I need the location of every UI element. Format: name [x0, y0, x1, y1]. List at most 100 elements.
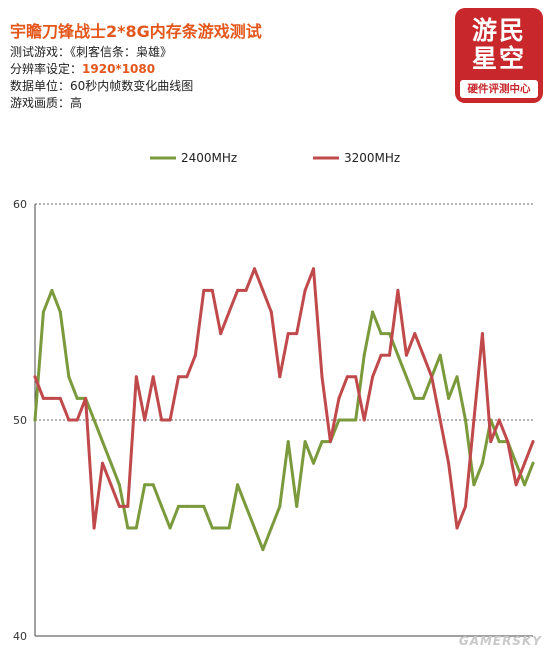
- data-point-2400MHz-45: [404, 375, 408, 379]
- test-info: 测试游戏：《刺客信条：枭雄》 分辨率设定：1920*1080 数据单位：60秒内…: [10, 44, 193, 112]
- data-point-3200MHz-1: [33, 375, 37, 379]
- data-point-2400MHz-41: [371, 310, 375, 314]
- data-point-3200MHz-21: [202, 288, 206, 292]
- series-line-3200MHz: [33, 267, 535, 530]
- data-point-3200MHz-31: [286, 332, 290, 336]
- data-point-3200MHz-43: [388, 353, 391, 357]
- series-line-2400MHz: [33, 288, 535, 552]
- data-point-3200MHz-20: [193, 353, 197, 357]
- data-point-2400MHz-50: [447, 396, 451, 400]
- data-point-2400MHz-11: [117, 483, 121, 487]
- data-point-2400MHz-13: [134, 526, 138, 530]
- y-tick-label-40: 40: [13, 630, 27, 643]
- data-point-2400MHz-15: [151, 483, 155, 487]
- data-point-3200MHz-38: [345, 375, 349, 379]
- data-point-2400MHz-58: [514, 461, 518, 465]
- test-game-row: 测试游戏：《刺客信条：枭雄》: [10, 44, 193, 61]
- data-unit-row: 数据单位：60秒内帧数变化曲线图: [10, 78, 193, 95]
- data-point-3200MHz-39: [354, 375, 358, 379]
- data-point-3200MHz-45: [404, 353, 408, 357]
- data-point-2400MHz-44: [396, 353, 400, 357]
- data-point-2400MHz-18: [177, 504, 180, 508]
- data-point-3200MHz-50: [447, 461, 451, 465]
- data-point-3200MHz-15: [151, 375, 155, 379]
- data-point-2400MHz-2: [41, 310, 45, 314]
- data-point-2400MHz-4: [58, 310, 62, 314]
- data-point-3200MHz-7: [84, 396, 88, 400]
- data-point-2400MHz-27: [253, 526, 256, 530]
- data-point-3200MHz-22: [210, 288, 214, 292]
- data-point-2400MHz-42: [379, 332, 383, 336]
- data-point-3200MHz-44: [396, 288, 400, 292]
- data-point-2400MHz-25: [236, 483, 240, 487]
- data-point-3200MHz-6: [75, 418, 79, 422]
- data-point-2400MHz-60: [531, 461, 535, 465]
- data-point-3200MHz-12: [126, 504, 130, 508]
- data-point-3200MHz-59: [523, 461, 527, 465]
- data-point-2400MHz-34: [312, 461, 315, 465]
- resolution-value: 1920*1080: [82, 62, 156, 76]
- data-point-3200MHz-51: [455, 526, 459, 530]
- quality-label: 游戏画质：: [10, 96, 71, 110]
- data-point-3200MHz-33: [303, 288, 307, 292]
- data-unit-label: 数据单位：: [10, 79, 71, 93]
- data-point-3200MHz-32: [295, 332, 299, 336]
- legend-label-3200MHz: 3200MHz: [344, 151, 400, 165]
- data-point-2400MHz-30: [278, 504, 282, 508]
- data-point-3200MHz-60: [531, 440, 535, 444]
- data-point-2400MHz-23: [219, 526, 223, 530]
- data-point-3200MHz-26: [244, 288, 248, 292]
- data-point-2400MHz-47: [421, 396, 425, 400]
- data-point-2400MHz-33: [303, 440, 307, 444]
- data-point-3200MHz-24: [227, 310, 231, 314]
- data-point-2400MHz-39: [354, 418, 358, 422]
- data-point-3200MHz-53: [472, 418, 476, 422]
- data-point-2400MHz-24: [227, 526, 231, 530]
- data-point-2400MHz-20: [193, 504, 197, 508]
- data-point-3200MHz-35: [320, 375, 324, 379]
- data-point-3200MHz-28: [261, 288, 265, 292]
- data-point-2400MHz-32: [295, 504, 299, 508]
- data-point-2400MHz-1: [33, 418, 37, 422]
- data-point-2400MHz-54: [480, 461, 484, 465]
- data-point-3200MHz-58: [514, 483, 518, 487]
- data-point-3200MHz-36: [328, 440, 332, 444]
- data-point-2400MHz-28: [261, 548, 265, 552]
- data-point-3200MHz-46: [413, 332, 417, 336]
- data-point-3200MHz-57: [506, 440, 510, 444]
- data-point-3200MHz-14: [143, 418, 147, 422]
- quality-row: 游戏画质：高: [10, 95, 193, 112]
- data-point-2400MHz-59: [523, 483, 527, 487]
- data-point-2400MHz-12: [126, 526, 130, 530]
- data-point-2400MHz-31: [286, 440, 290, 444]
- gamersky-logo: 游民 星空 硬件评测中心: [455, 8, 543, 103]
- data-point-3200MHz-49: [438, 418, 442, 422]
- data-point-2400MHz-53: [472, 483, 476, 487]
- data-point-2400MHz-9: [101, 440, 104, 444]
- data-point-2400MHz-6: [75, 396, 79, 400]
- data-point-3200MHz-18: [177, 375, 180, 379]
- data-point-3200MHz-48: [430, 375, 434, 379]
- data-point-3200MHz-2: [41, 396, 45, 400]
- data-point-2400MHz-40: [362, 353, 366, 357]
- data-point-2400MHz-56: [497, 440, 501, 444]
- data-point-2400MHz-26: [244, 504, 248, 508]
- data-point-3200MHz-8: [92, 526, 96, 530]
- data-point-2400MHz-16: [160, 504, 164, 508]
- logo-line-2: 星空: [471, 44, 526, 73]
- logo-line-1: 游民: [471, 16, 526, 45]
- data-point-2400MHz-5: [67, 375, 71, 379]
- y-tick-label-60: 60: [13, 198, 27, 211]
- chart-title: 宇瞻刀锋战士2*8G内存条游戏测试: [10, 22, 262, 41]
- data-point-2400MHz-8: [92, 418, 96, 422]
- legend-label-2400MHz: 2400MHz: [181, 151, 237, 165]
- data-point-3200MHz-29: [269, 310, 273, 314]
- gamersky-watermark: GAMERSKY: [458, 634, 542, 648]
- data-point-2400MHz-43: [388, 332, 391, 336]
- data-point-2400MHz-49: [438, 353, 442, 357]
- data-unit-value: 60秒内帧数变化曲线图: [70, 79, 194, 93]
- data-point-2400MHz-37: [337, 418, 341, 422]
- data-point-3200MHz-13: [134, 375, 138, 379]
- data-point-3200MHz-42: [379, 353, 383, 357]
